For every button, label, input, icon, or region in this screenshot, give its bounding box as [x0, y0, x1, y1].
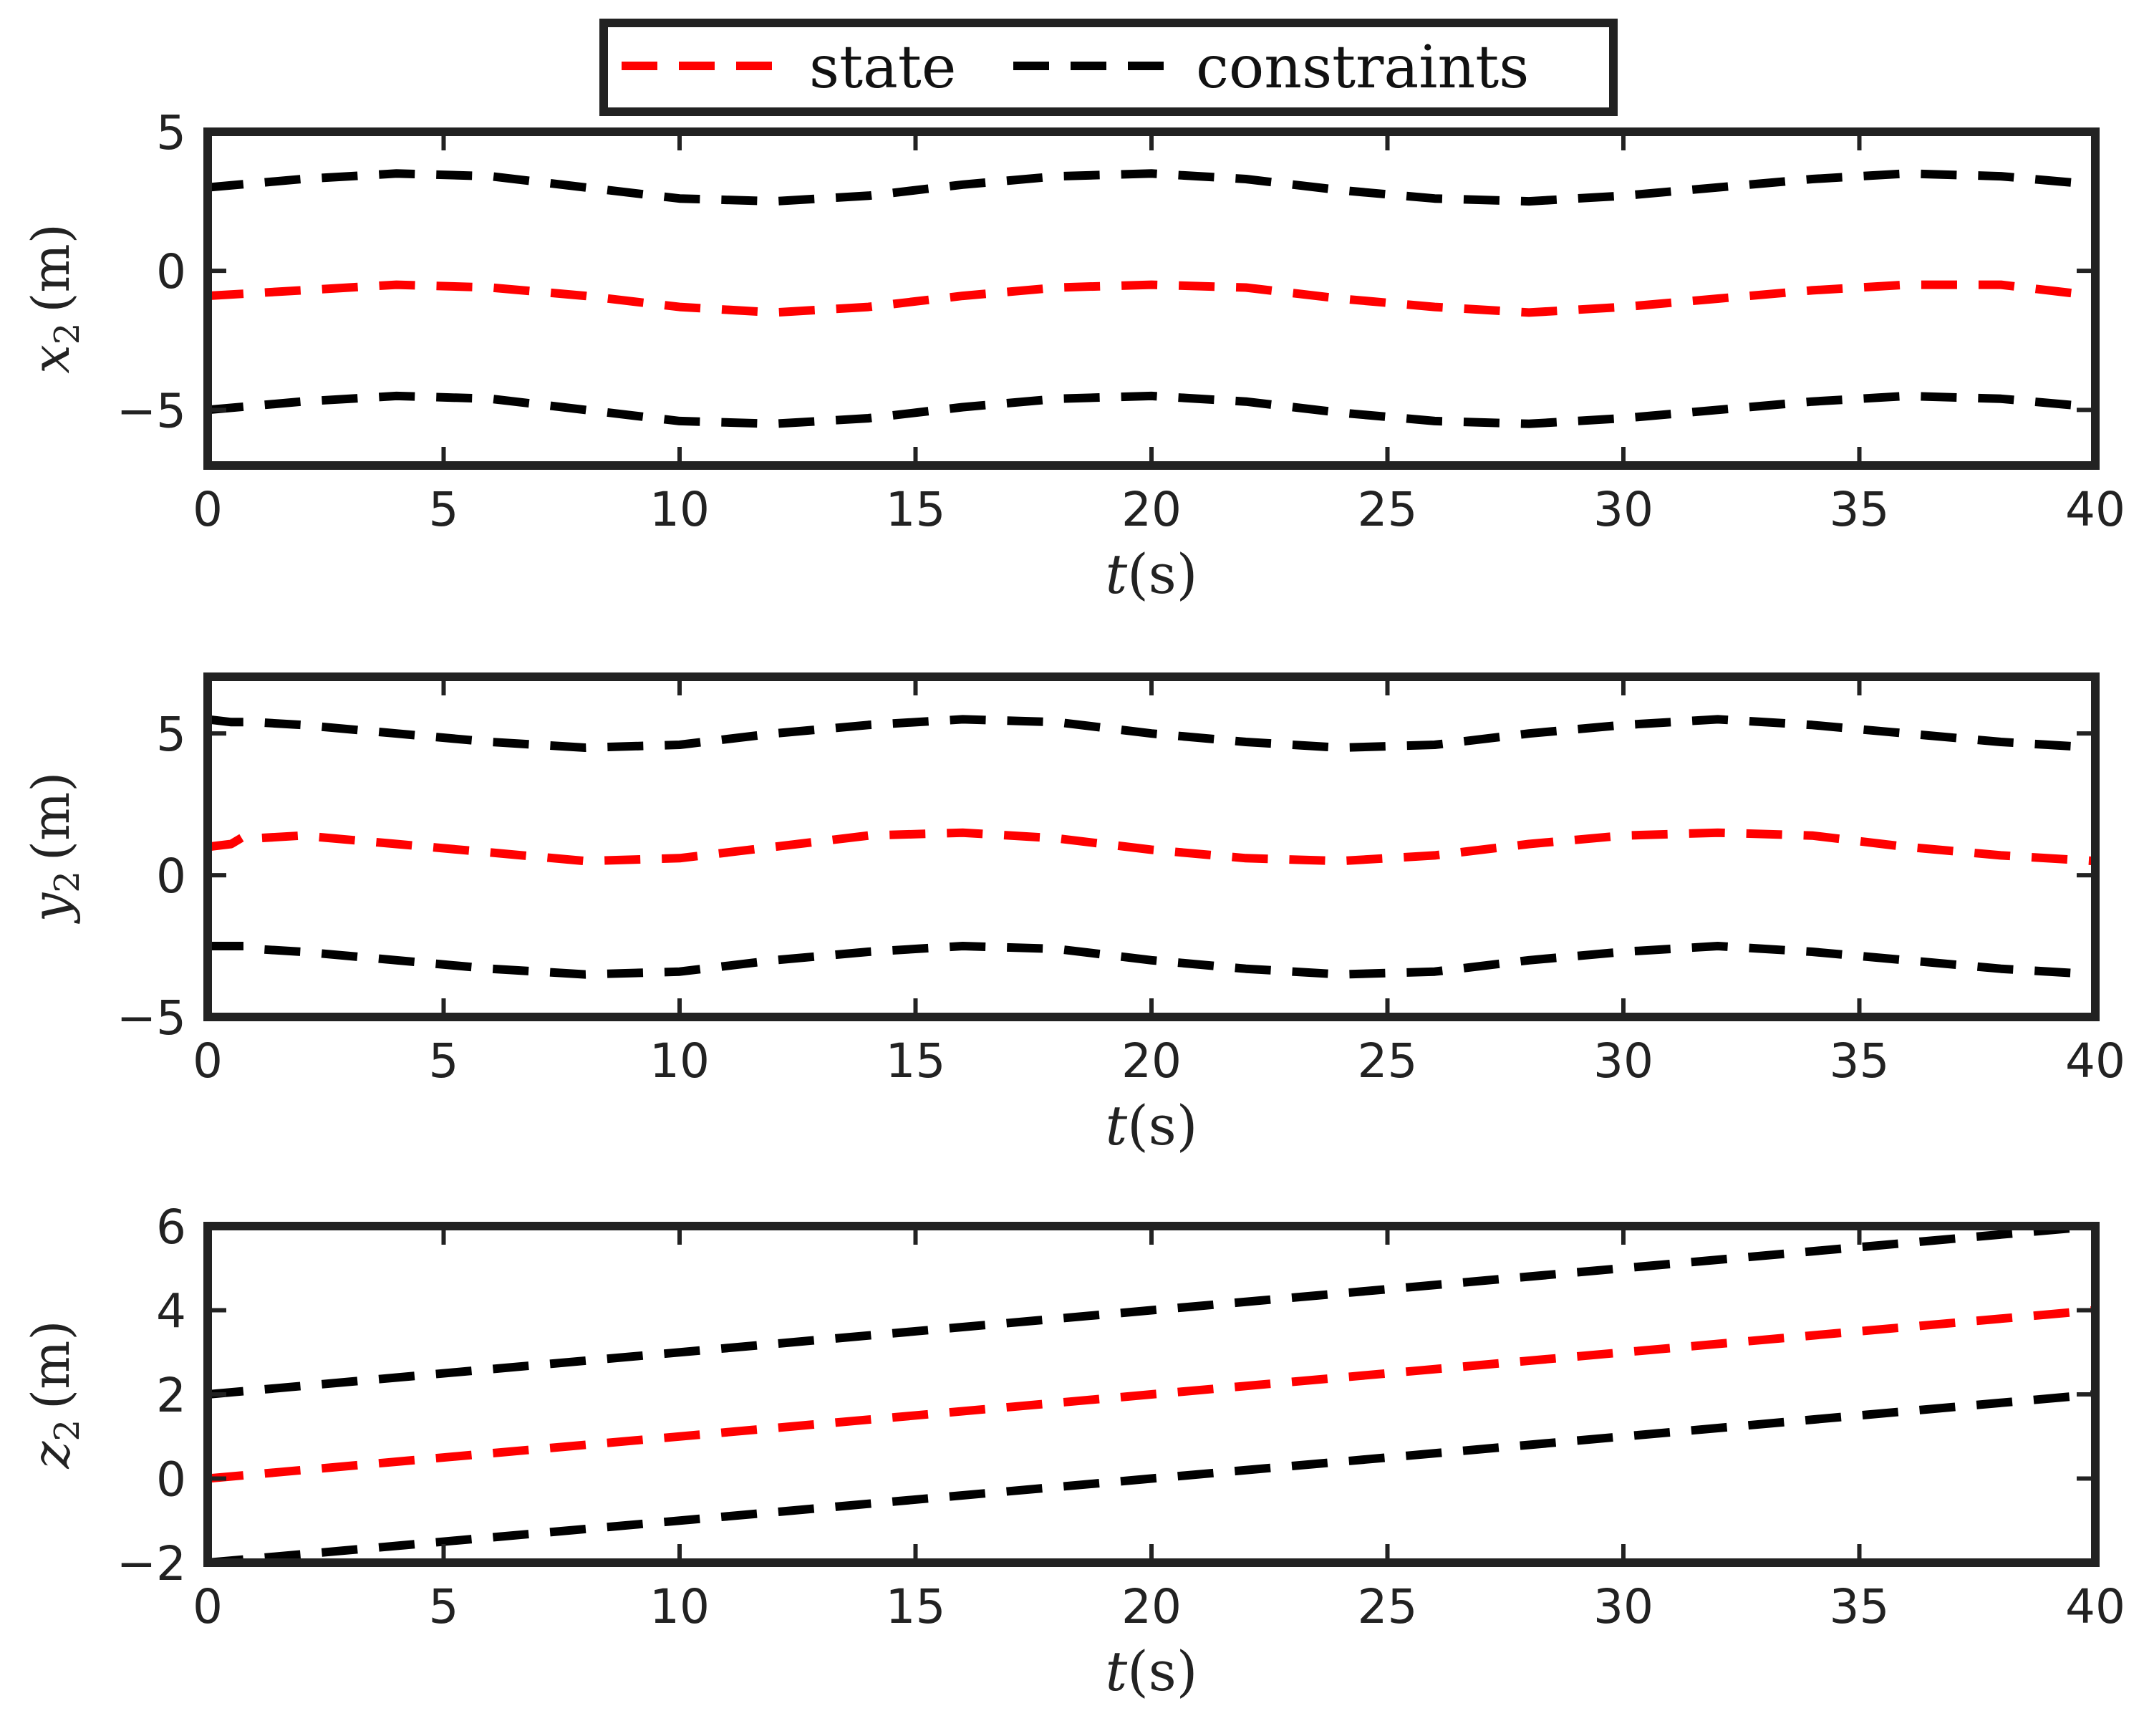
x-tick-label: 30: [1593, 1579, 1653, 1634]
y-tick-label: 0: [156, 1452, 186, 1508]
legend: state constraints: [599, 19, 1618, 116]
x-tick-label: 25: [1358, 1033, 1418, 1089]
x-tick-label: 30: [1593, 1033, 1653, 1089]
y-axis-label: z2(m): [21, 1321, 87, 1470]
plot-area: [208, 132, 2095, 466]
axes-frame: [203, 1222, 2100, 1567]
y-tick-label: 0: [156, 244, 186, 299]
legend-state-label: state: [809, 34, 956, 102]
series-constraints-2: [207, 169, 2096, 206]
x-tick-label: 15: [886, 1033, 946, 1089]
x-axis-label: t(s): [1106, 1639, 1198, 1703]
y-tick-label: 5: [156, 707, 186, 762]
x-tick-label: 10: [650, 1033, 710, 1089]
x-tick-label: 25: [1358, 482, 1418, 537]
x-tick-label: 10: [650, 482, 710, 537]
x-tick-label: 25: [1358, 1579, 1418, 1634]
y-axis-label: y2(m): [21, 772, 87, 925]
y-tick-label: 5: [156, 105, 186, 160]
x-tick-label: 0: [193, 1579, 223, 1634]
series-state-1: [207, 828, 2096, 866]
x-tick-label: 40: [2065, 1033, 2125, 1089]
x-tick-label: 5: [429, 1579, 459, 1634]
x-tick-label: 0: [193, 1033, 223, 1089]
series-state-1: [207, 1306, 2096, 1483]
x-axis-label: t(s): [1106, 1094, 1198, 1157]
x-tick-label: 0: [193, 482, 223, 537]
x-tick-label: 5: [429, 1033, 459, 1089]
series-constraints-3: [207, 391, 2096, 428]
y-tick-label: −2: [117, 1536, 186, 1591]
y-tick-label: 6: [156, 1200, 186, 1255]
y-axis-label: x2(m): [21, 223, 87, 374]
x-tick-label: 20: [1121, 1033, 1182, 1089]
series-constraints-3: [208, 942, 2096, 979]
y-tick-label: 4: [156, 1284, 186, 1339]
series-constraints-2: [207, 1222, 2096, 1399]
x-tick-label: 20: [1121, 482, 1182, 537]
series-constraints-3: [207, 1390, 2096, 1567]
x-tick-label: 35: [1830, 1579, 1890, 1634]
x-tick-label: 5: [429, 482, 459, 537]
x-tick-label: 10: [650, 1579, 710, 1634]
x-tick-label: 35: [1830, 482, 1890, 537]
axes-frame: [203, 127, 2100, 470]
series-constraints-2: [207, 715, 2096, 752]
x-tick-label: 30: [1593, 482, 1653, 537]
x-tick-label: 15: [886, 1579, 946, 1634]
x-tick-label: 20: [1121, 1579, 1182, 1634]
y-tick-label: −5: [117, 990, 186, 1046]
x-tick-label: 40: [2065, 1579, 2125, 1634]
x-tick-label: 35: [1830, 1033, 1890, 1089]
x-tick-label: 15: [886, 482, 946, 537]
x-axis-label: t(s): [1106, 542, 1198, 606]
legend-constraints-label: constraints: [1196, 34, 1529, 102]
x-tick-label: 40: [2065, 482, 2125, 537]
y-tick-label: 0: [156, 849, 186, 904]
y-tick-label: 2: [156, 1368, 186, 1423]
series-state-1: [207, 280, 2096, 317]
y-tick-label: −5: [117, 383, 186, 438]
axes-frame: [203, 672, 2100, 1021]
